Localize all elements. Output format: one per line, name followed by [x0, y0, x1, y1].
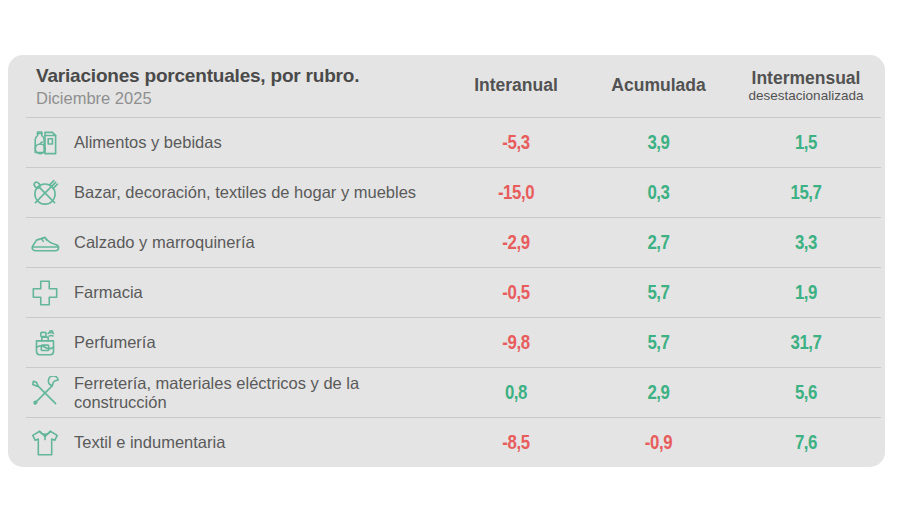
variations-table-card: Variaciones porcentuales, por rubro. Dic… [8, 55, 885, 467]
table-row: Farmacia -0,5 5,7 1,9 [26, 267, 881, 317]
value-interanual: -8,5 [457, 431, 575, 454]
table-header: Variaciones porcentuales, por rubro. Dic… [26, 55, 881, 117]
table-row: Calzado y marroquinería -2,9 2,7 3,3 [26, 217, 881, 267]
column-header-acumulada: Acumulada [586, 76, 731, 96]
table-row: Ferretería, materiales eléctricos y de l… [26, 367, 881, 417]
value-interanual: -2,9 [457, 231, 575, 254]
value-intermensual: 7,6 [743, 431, 869, 454]
value-acumulada: -0,9 [598, 431, 720, 454]
table-row: Textil e indumentaria -8,5 -0,9 7,6 [26, 417, 881, 467]
value-intermensual: 1,9 [743, 281, 869, 304]
category-cell: Calzado y marroquinería [26, 226, 446, 260]
category-label: Ferretería, materiales eléctricos y de l… [74, 374, 446, 412]
table-title-block: Variaciones porcentuales, por rubro. Dic… [26, 65, 446, 108]
value-interanual: -0,5 [457, 281, 575, 304]
value-interanual: -5,3 [457, 131, 575, 154]
category-cell: Textil e indumentaria [26, 426, 446, 460]
table-row: Perfumería -9,8 5,7 31,7 [26, 317, 881, 367]
pharmacy-cross-icon [28, 276, 62, 310]
category-label: Perfumería [74, 333, 156, 352]
groceries-icon [28, 126, 62, 160]
category-cell: Farmacia [26, 276, 446, 310]
column-header-interanual: Interanual [446, 76, 586, 96]
value-acumulada: 5,7 [598, 281, 720, 304]
page-subtitle: Diciembre 2025 [36, 89, 446, 108]
page-title: Variaciones porcentuales, por rubro. [36, 65, 446, 87]
category-cell: Alimentos y bebidas [26, 126, 446, 160]
category-cell: Bazar, decoración, textiles de hogar y m… [26, 176, 446, 210]
table-row: Bazar, decoración, textiles de hogar y m… [26, 167, 881, 217]
value-acumulada: 3,9 [598, 131, 720, 154]
value-interanual: -15,0 [457, 181, 575, 204]
perfume-icon [28, 326, 62, 360]
category-cell: Ferretería, materiales eléctricos y de l… [26, 374, 446, 412]
value-interanual: -9,8 [457, 331, 575, 354]
value-interanual: 0,8 [457, 381, 575, 404]
category-label: Textil e indumentaria [74, 433, 225, 452]
value-acumulada: 2,9 [598, 381, 720, 404]
value-intermensual: 31,7 [743, 331, 869, 354]
table-row: Alimentos y bebidas -5,3 3,9 1,5 [26, 117, 881, 167]
value-intermensual: 1,5 [743, 131, 869, 154]
tools-icon [28, 376, 62, 410]
table-body: Alimentos y bebidas -5,3 3,9 1,5 Bazar, … [26, 117, 881, 467]
value-intermensual: 15,7 [743, 181, 869, 204]
value-acumulada: 0,3 [598, 181, 720, 204]
column-header-intermensual: Intermensual desestacionalizada [731, 69, 881, 104]
tshirt-icon [28, 426, 62, 460]
value-acumulada: 5,7 [598, 331, 720, 354]
value-intermensual: 5,6 [743, 381, 869, 404]
category-cell: Perfumería [26, 326, 446, 360]
category-label: Calzado y marroquinería [74, 233, 255, 252]
value-intermensual: 3,3 [743, 231, 869, 254]
category-label: Bazar, decoración, textiles de hogar y m… [74, 183, 416, 202]
category-label: Farmacia [74, 283, 143, 302]
shoe-icon [28, 226, 62, 260]
tableware-icon [28, 176, 62, 210]
category-label: Alimentos y bebidas [74, 133, 222, 152]
value-acumulada: 2,7 [598, 231, 720, 254]
